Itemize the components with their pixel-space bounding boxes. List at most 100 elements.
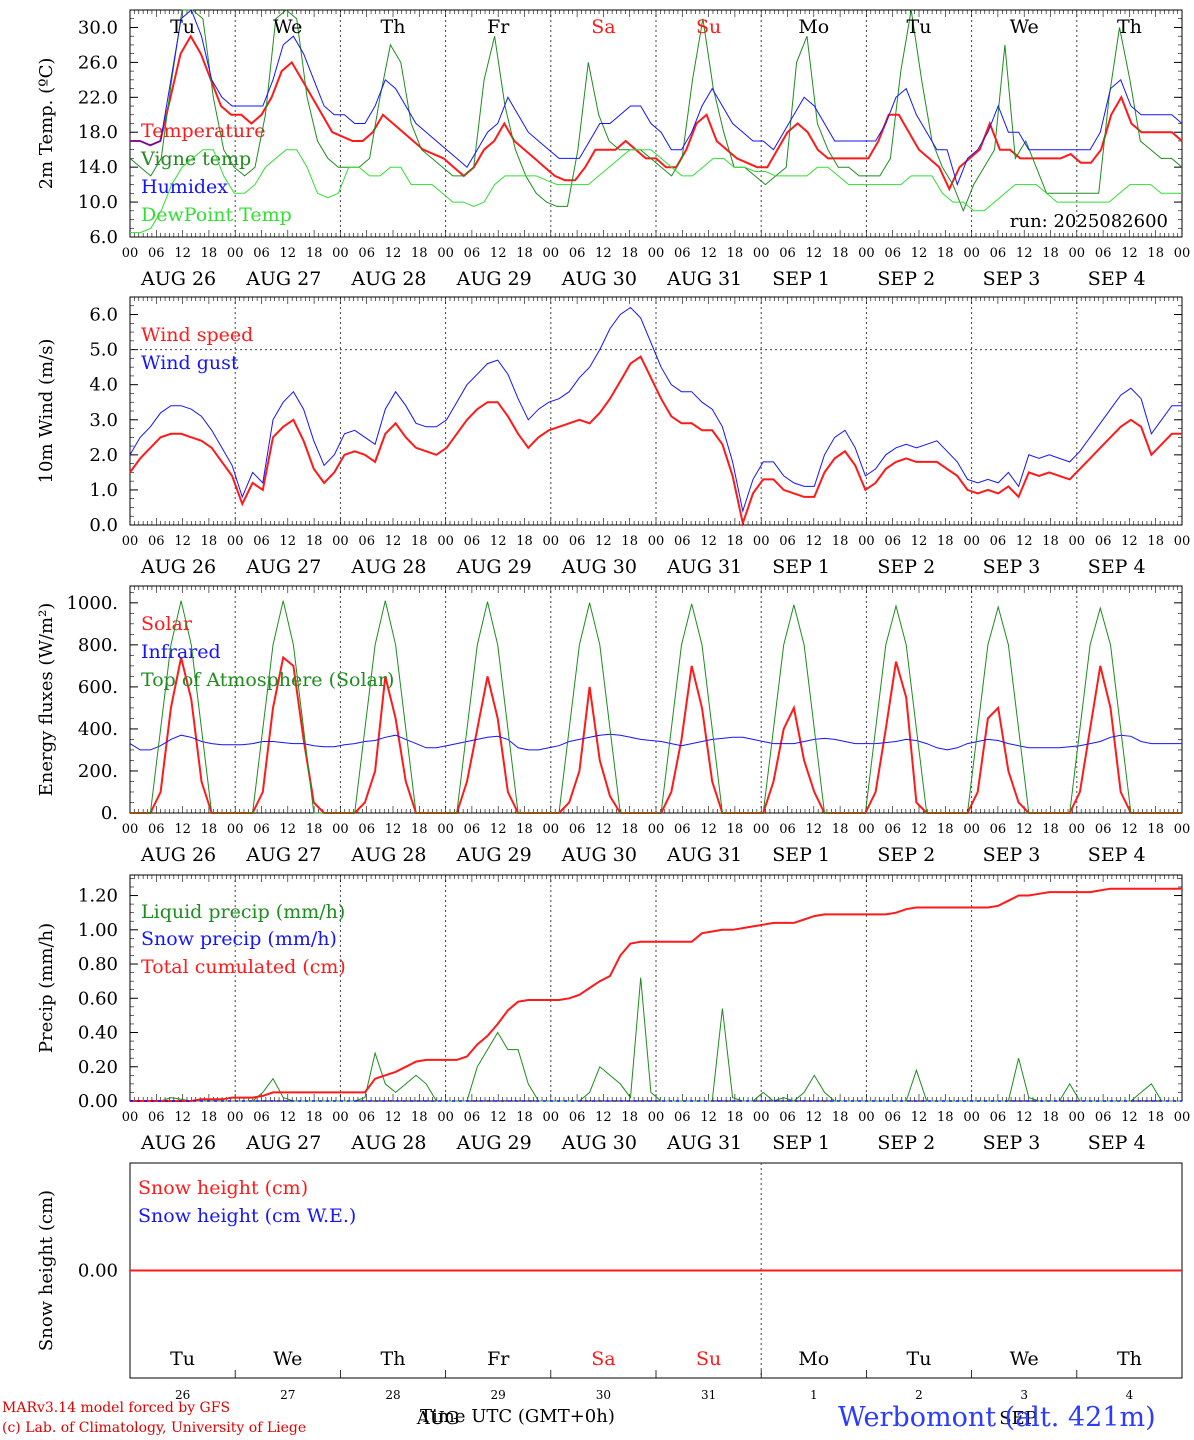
hour-label: 00 xyxy=(753,1110,770,1125)
legend-entry: Vigne temp xyxy=(140,148,251,170)
hour-label: 06 xyxy=(990,246,1007,261)
panel-4: 0.00 0.20 0.40 0.60 0.80 1.00 1.20 Precip (mm/h… xyxy=(36,874,1190,1154)
weekday-label: Sa xyxy=(591,16,615,38)
hour-label: 00 xyxy=(1174,534,1191,549)
weekday-label: We xyxy=(1010,1348,1039,1370)
weekday-label: Tu xyxy=(907,16,932,38)
hour-label: 18 xyxy=(937,534,954,549)
hour-label: 06 xyxy=(884,534,901,549)
legend-entry: Wind gust xyxy=(141,352,239,374)
hour-label: 12 xyxy=(700,534,717,549)
y-tick-label: 0.60 xyxy=(78,988,118,1009)
hour-label: 12 xyxy=(595,534,612,549)
y-tick-label: 1000. xyxy=(66,593,118,614)
weekday-label: Tu xyxy=(907,1348,932,1370)
date-label: AUG 27 xyxy=(245,556,321,578)
date-label: AUG 30 xyxy=(561,556,637,578)
hour-label: 06 xyxy=(674,1110,691,1125)
hour-label: 18 xyxy=(411,1110,428,1125)
hour-label: 06 xyxy=(1095,534,1112,549)
hour-label: 00 xyxy=(332,822,349,837)
hour-label: 12 xyxy=(806,246,823,261)
y-axis-title: Snow height (cm) xyxy=(36,1190,57,1351)
hour-label: 18 xyxy=(1147,822,1164,837)
hour-label: 00 xyxy=(753,822,770,837)
hour-label: 00 xyxy=(543,246,560,261)
hour-label: 12 xyxy=(174,1110,191,1125)
hour-label: 06 xyxy=(148,822,165,837)
date-label: AUG 28 xyxy=(350,556,426,578)
hour-label: 06 xyxy=(569,822,586,837)
legend-entry: Snow height (cm W.E.) xyxy=(138,1205,356,1227)
hour-label: 00 xyxy=(543,822,560,837)
hour-label: 18 xyxy=(306,246,323,261)
date-label: SEP 3 xyxy=(983,844,1041,866)
hour-label: 18 xyxy=(1147,246,1164,261)
hour-label: 12 xyxy=(700,822,717,837)
hour-label: 18 xyxy=(937,1110,954,1125)
hour-label: 18 xyxy=(727,1110,744,1125)
hour-label: 06 xyxy=(674,534,691,549)
hour-label: 06 xyxy=(253,822,270,837)
hour-label: 18 xyxy=(201,822,218,837)
hour-label: 12 xyxy=(806,1110,823,1125)
hour-label: 12 xyxy=(806,822,823,837)
hour-label: 00 xyxy=(1174,246,1191,261)
hour-label: 00 xyxy=(648,246,665,261)
day-number: 3 xyxy=(1020,1388,1028,1402)
date-label: AUG 27 xyxy=(245,844,321,866)
y-tick-label: 0. xyxy=(101,803,118,824)
hour-label: 06 xyxy=(464,822,481,837)
hour-label: 00 xyxy=(122,822,139,837)
hour-label: 00 xyxy=(437,246,454,261)
date-label: SEP 2 xyxy=(877,556,935,578)
day-number: 1 xyxy=(810,1388,818,1402)
date-label: SEP 2 xyxy=(877,1132,935,1154)
hour-label: 18 xyxy=(621,534,638,549)
hour-label: 06 xyxy=(358,1110,375,1125)
y-tick-label: 3.0 xyxy=(89,410,118,431)
hour-label: 06 xyxy=(779,246,796,261)
hour-label: 00 xyxy=(1069,1110,1086,1125)
y-tick-label: 1.20 xyxy=(78,886,118,907)
hour-label: 06 xyxy=(779,1110,796,1125)
legend-entry: Infrared xyxy=(141,641,221,663)
hour-label: 12 xyxy=(595,1110,612,1125)
series-line-wind-speed xyxy=(129,355,1182,527)
hour-label: 18 xyxy=(516,246,533,261)
weekday-label: Tu xyxy=(170,1348,195,1370)
date-label: AUG 29 xyxy=(456,268,532,290)
y-tick-label: 10.0 xyxy=(78,192,118,213)
hour-label: 06 xyxy=(464,246,481,261)
weekday-label: Sa xyxy=(591,1348,615,1370)
hour-label: 18 xyxy=(727,822,744,837)
hour-label: 06 xyxy=(779,534,796,549)
hour-label: 00 xyxy=(963,822,980,837)
y-tick-label: 1.0 xyxy=(89,480,118,501)
run-label: run: 2025082600 xyxy=(1010,211,1168,232)
hour-label: 00 xyxy=(437,1110,454,1125)
weekday-label: We xyxy=(1010,16,1039,38)
weekday-label: Su xyxy=(696,1348,721,1370)
hour-label: 00 xyxy=(227,822,244,837)
hour-label: 06 xyxy=(884,822,901,837)
hour-label: 12 xyxy=(1121,534,1138,549)
hour-label: 18 xyxy=(411,822,428,837)
date-label: AUG 26 xyxy=(140,556,216,578)
hour-label: 12 xyxy=(1121,822,1138,837)
date-label: SEP 3 xyxy=(983,268,1041,290)
legend-entry: Snow height (cm) xyxy=(138,1177,308,1199)
legend-entry: Snow precip (mm/h) xyxy=(141,928,337,950)
date-label: SEP 2 xyxy=(877,268,935,290)
hour-label: 00 xyxy=(648,822,665,837)
date-label: SEP 1 xyxy=(772,556,830,578)
hour-label: 00 xyxy=(543,534,560,549)
panel-2: 0.0 1.0 2.0 3.0 4.0 5.0 6.0 10m Wind (m/s) Wind … xyxy=(36,296,1191,578)
hour-label: 12 xyxy=(280,246,297,261)
date-label: AUG 30 xyxy=(561,844,637,866)
hour-label: 00 xyxy=(122,534,139,549)
y-tick-label: 2.0 xyxy=(89,445,118,466)
date-label: AUG 31 xyxy=(666,268,742,290)
y-axis-title: 2m Temp. (ºC) xyxy=(36,58,57,190)
hour-label: 00 xyxy=(1069,246,1086,261)
